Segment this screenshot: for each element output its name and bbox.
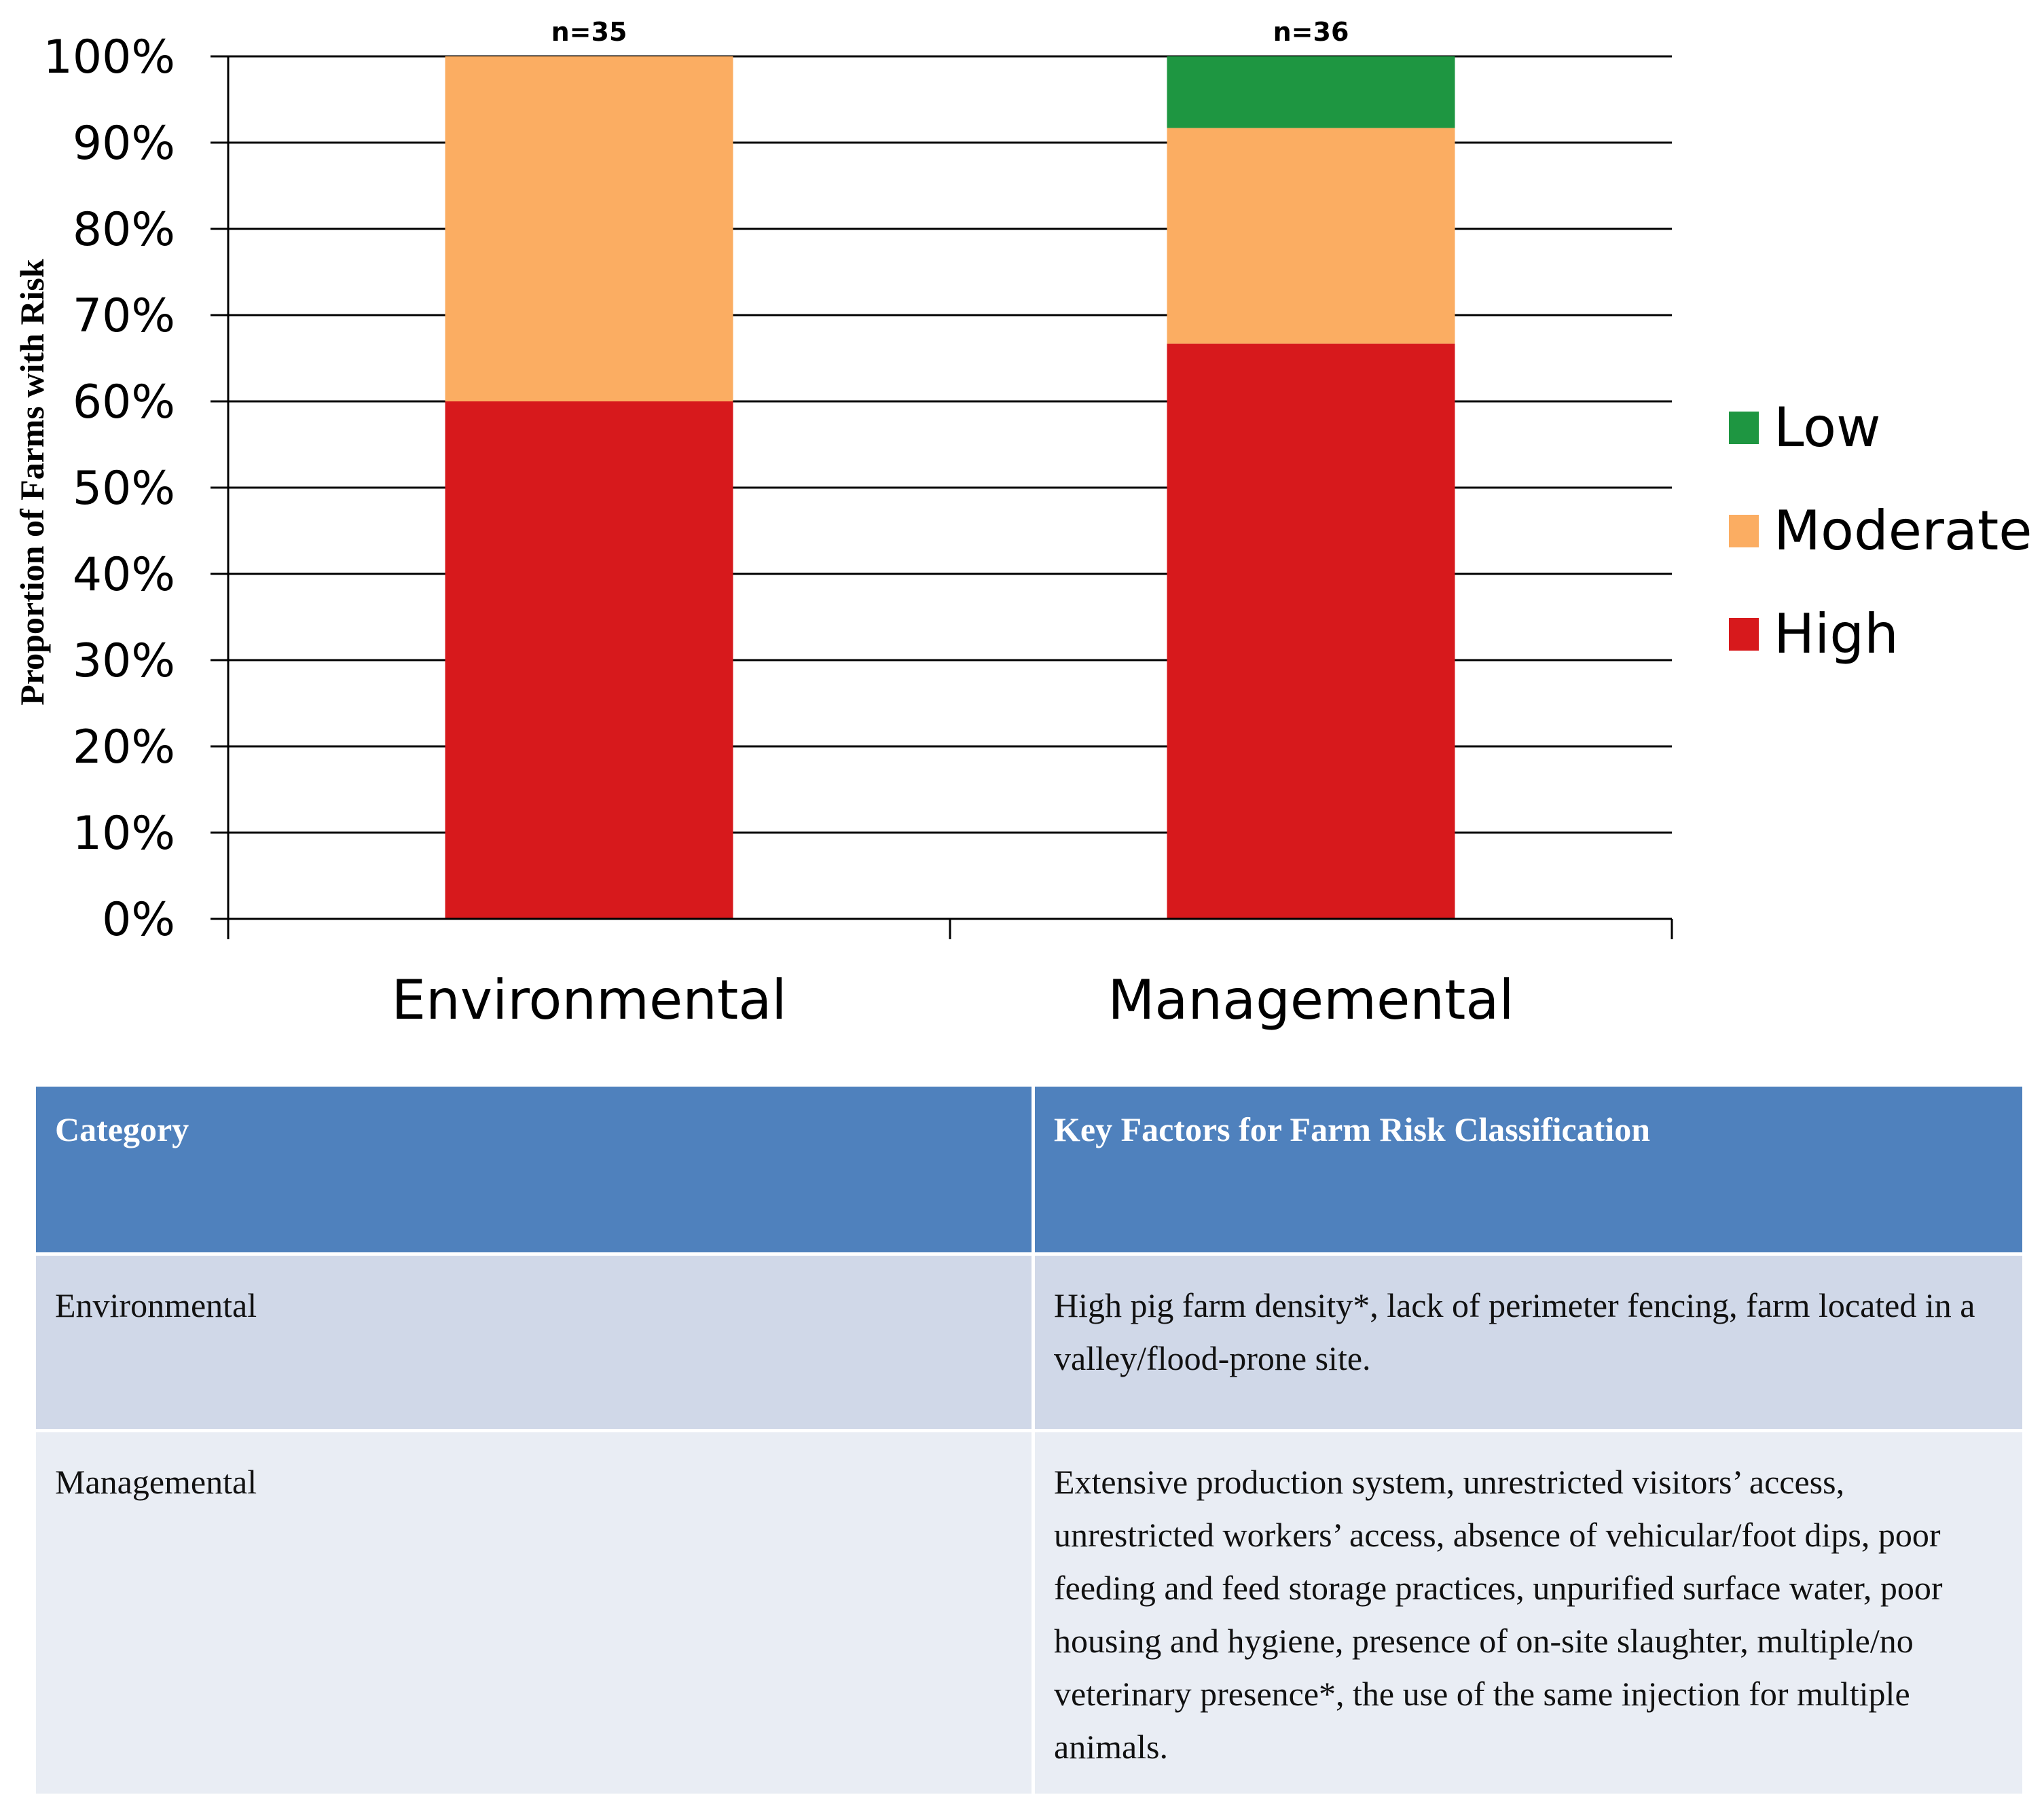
table-header-category: Category (33, 1083, 1035, 1256)
y-tick-label: 10% (73, 807, 175, 860)
x-tick-label: Managemental (1108, 968, 1514, 1032)
legend-swatch-low (1729, 412, 1759, 444)
bar-low-managemental (1167, 56, 1455, 128)
legend-swatch-high (1729, 618, 1759, 651)
bar-high-environmental (445, 401, 733, 919)
risk-factor-table: Category Key Factors for Farm Risk Class… (33, 1083, 2026, 1797)
y-tick-label: 80% (73, 203, 175, 257)
y-tick-label: 30% (73, 634, 175, 688)
y-axis-label: Proportion of Farms with Risk (13, 259, 51, 706)
x-tick-label: Environmental (391, 968, 786, 1032)
y-tick-label: 0% (102, 893, 175, 947)
table-cell-factors: Extensive production system, unrestricte… (1032, 1429, 2026, 1797)
sample-size-labels: n=35 n=36 (551, 17, 1349, 47)
table-row: Managemental Extensive production system… (33, 1429, 2026, 1797)
table-cell-category: Environmental (33, 1252, 1035, 1432)
y-tick-label: 100% (43, 31, 175, 84)
table-row: Environmental High pig farm density*, la… (33, 1252, 2026, 1432)
y-tick-label: 20% (73, 721, 175, 774)
bar-moderate-environmental (445, 56, 733, 401)
legend-label-high: High (1774, 602, 1899, 666)
axes (227, 56, 1673, 939)
y-tick-label: 40% (73, 548, 175, 602)
table-header-row: Category Key Factors for Farm Risk Class… (33, 1083, 2026, 1256)
bar-moderate-managemental (1167, 128, 1455, 344)
y-tick-label: 90% (73, 117, 175, 170)
sample-size-label: n=35 (551, 17, 627, 47)
y-tick-label: 60% (73, 376, 175, 429)
table-header-key-factors: Key Factors for Farm Risk Classification (1032, 1083, 2026, 1256)
legend-label-moderate: Moderate (1774, 499, 2032, 562)
bar-high-managemental (1167, 343, 1455, 919)
legend: Low Moderate High (1729, 396, 2032, 666)
stacked-bar-chart: 0% 10% 20% 30% 40% 50% 60% 70% 80% 90% 100% Enviro… (13, 17, 2032, 1032)
x-tick-labels: Environmental Managemental (391, 968, 1514, 1032)
y-tick-labels: 0% 10% 20% 30% 40% 50% 60% 70% 80% 90% 100% (43, 31, 175, 947)
y-tick-label: 70% (73, 289, 175, 343)
legend-swatch-moderate (1729, 515, 1759, 547)
sample-size-label: n=36 (1273, 17, 1349, 47)
table-cell-factors: High pig farm density*, lack of perimete… (1032, 1252, 2026, 1432)
legend-label-low: Low (1774, 396, 1881, 459)
bars (445, 56, 1455, 919)
y-tick-label: 50% (73, 462, 175, 515)
table-cell-category: Managemental (33, 1429, 1035, 1797)
